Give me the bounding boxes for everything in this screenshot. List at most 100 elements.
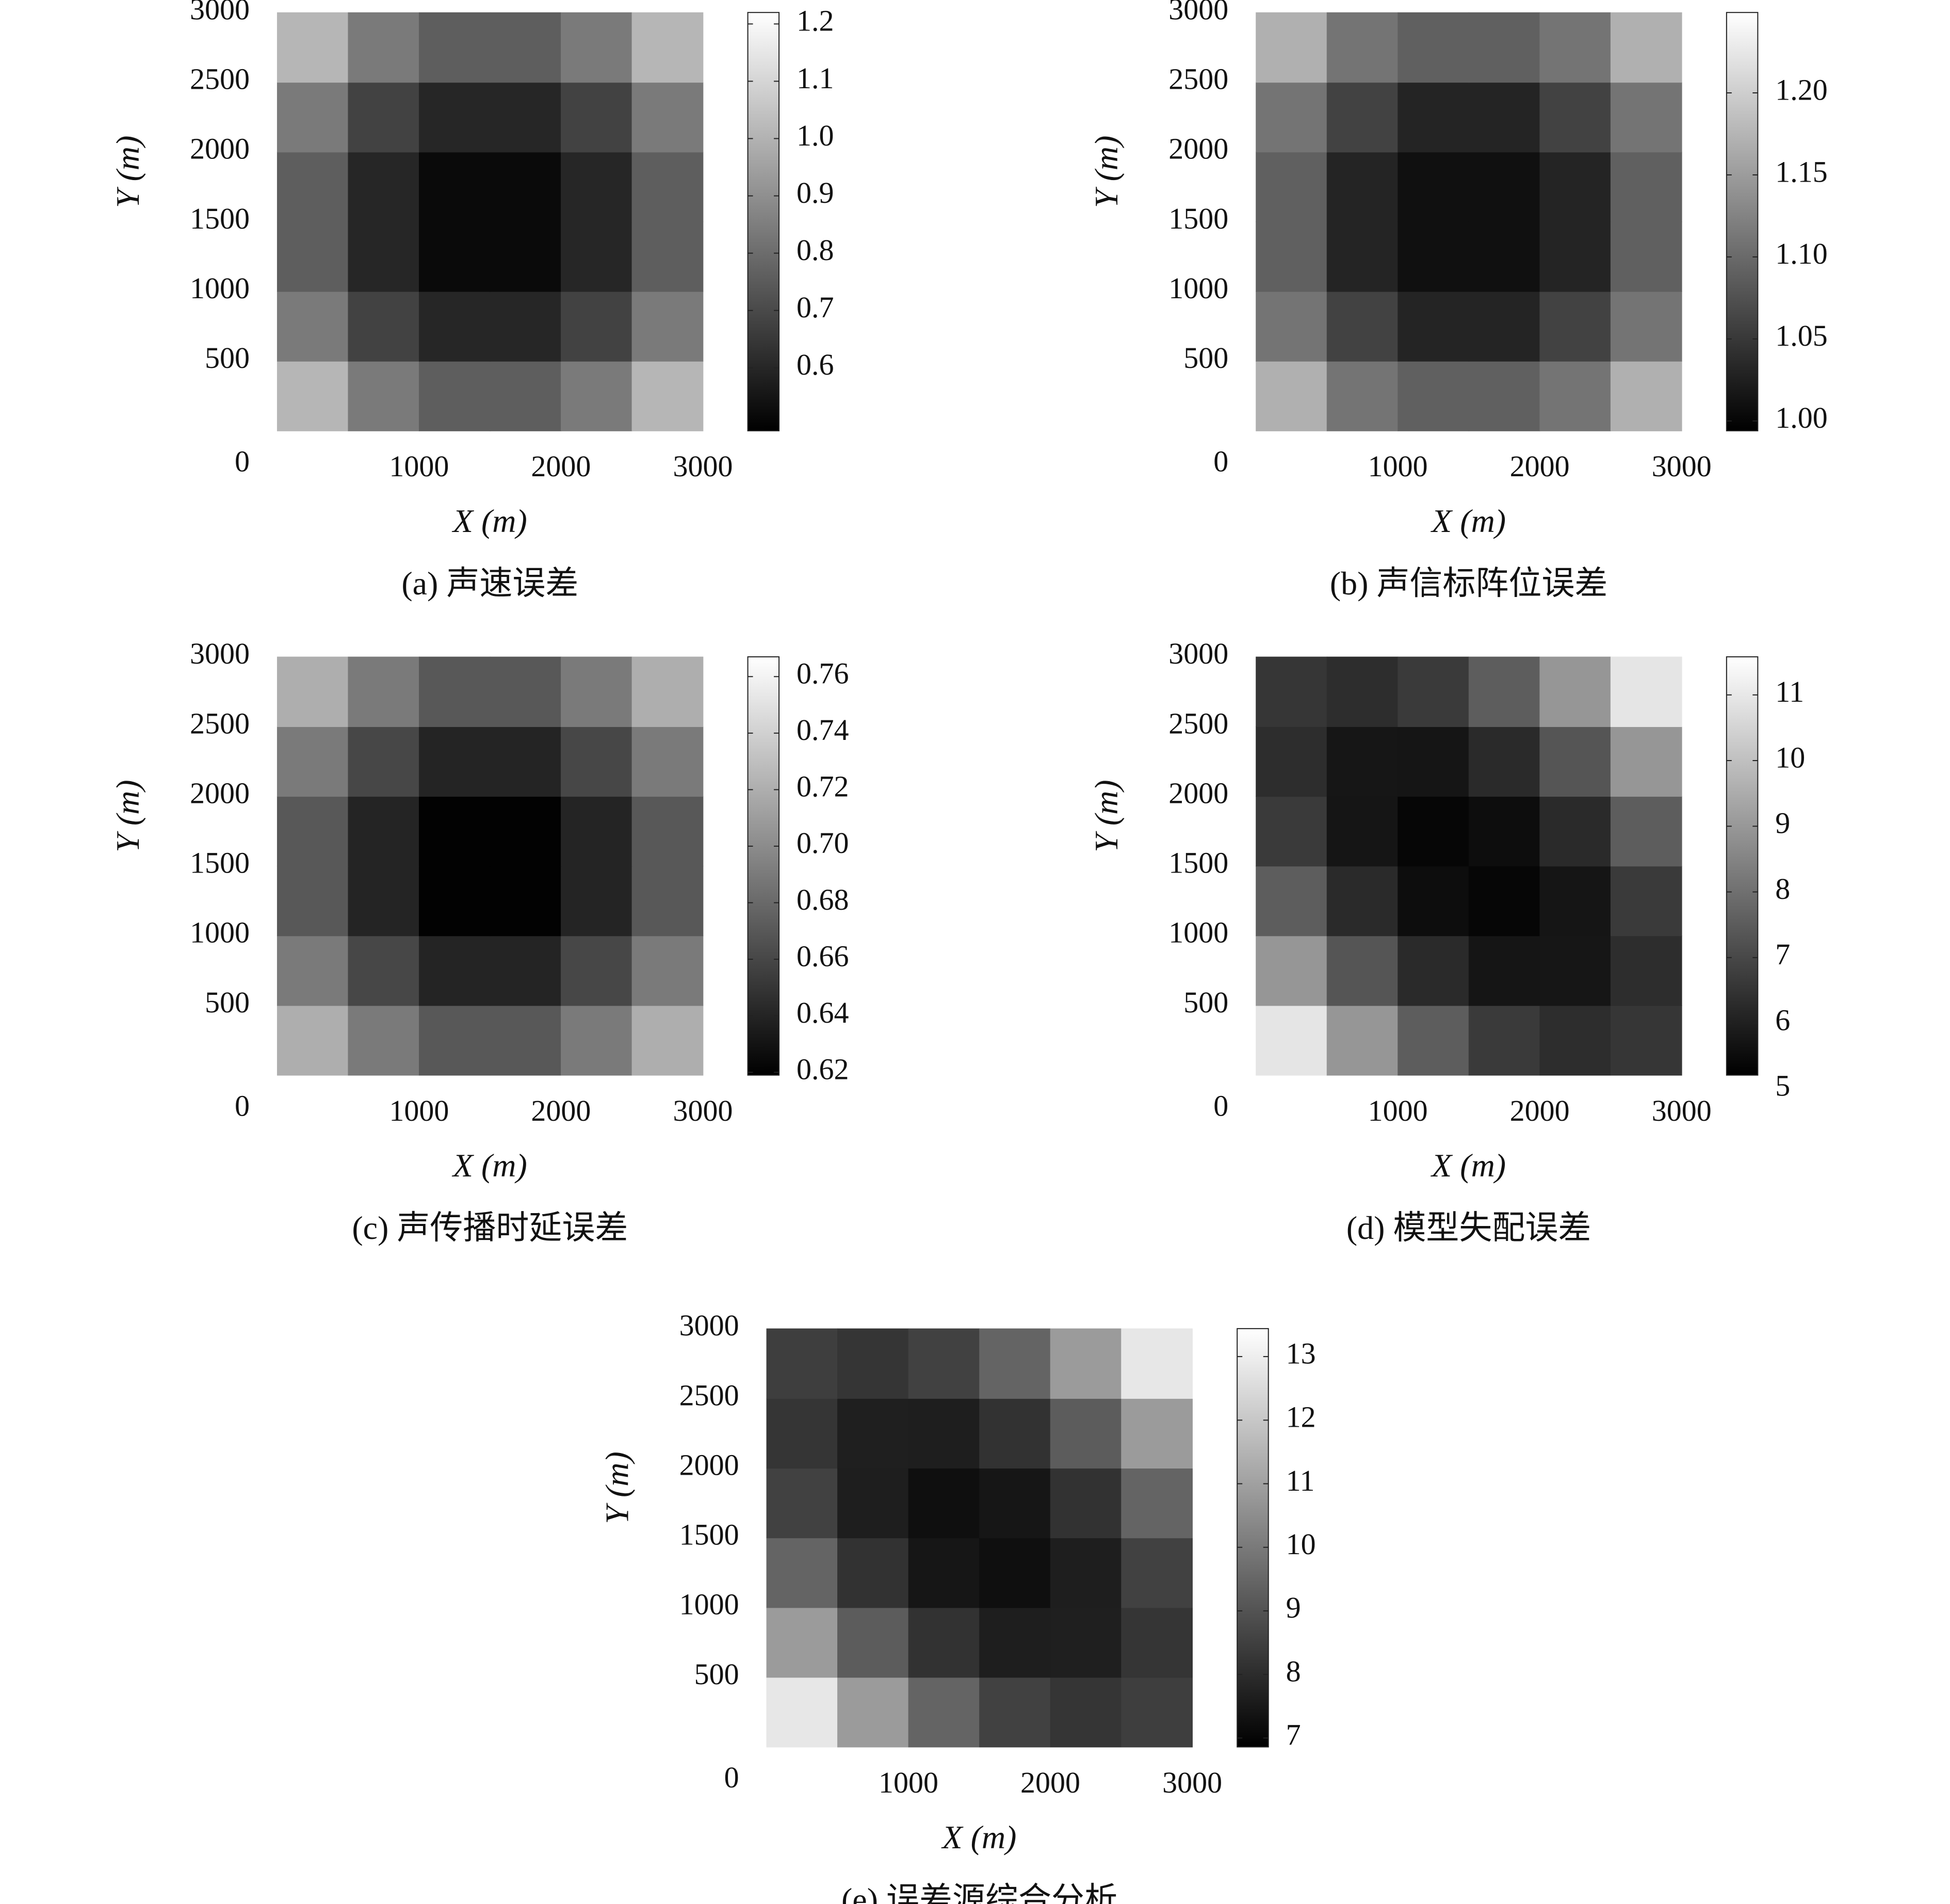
- heat-cell: [1468, 221, 1540, 292]
- y-tick-label: 2500: [679, 1378, 739, 1412]
- heat-cell: [419, 796, 491, 867]
- colorbar-tick-label: 1.0: [797, 119, 834, 152]
- caption: (d) 模型失配误差: [1346, 1209, 1591, 1246]
- heat-cell: [631, 656, 704, 727]
- heat-cell: [348, 1005, 420, 1076]
- heat-cell: [908, 1607, 980, 1678]
- heat-cell: [1468, 656, 1540, 727]
- heat-cell: [837, 1328, 909, 1399]
- x-tick-label: 0: [235, 1089, 250, 1122]
- heat-cell: [1256, 1005, 1327, 1076]
- heat-cell: [277, 221, 349, 292]
- x-tick-label: 3000: [673, 1094, 733, 1127]
- heat-cell: [1468, 796, 1540, 867]
- heat-cell: [561, 82, 632, 153]
- y-tick-label: 3000: [190, 637, 250, 670]
- heat-cell: [1121, 1398, 1193, 1469]
- heat-cell: [1326, 726, 1399, 797]
- y-axis-label: Y (m): [1088, 136, 1125, 208]
- colorbar-tick-label: 0.66: [797, 939, 849, 973]
- heat-cell: [1539, 935, 1612, 1006]
- x-axis-label: X (m): [941, 1819, 1017, 1855]
- y-tick-label: 1000: [190, 271, 250, 305]
- y-tick-label: 500: [205, 341, 250, 375]
- heat-cell: [1256, 291, 1327, 362]
- heat-cell: [277, 726, 349, 797]
- heat-cell: [631, 361, 704, 431]
- heat-cell: [1050, 1607, 1122, 1678]
- heat-cell: [1398, 221, 1470, 292]
- heat-cell: [1610, 865, 1682, 937]
- heat-cell: [1610, 12, 1682, 83]
- colorbar-tick-label: 0.8: [797, 233, 834, 267]
- heat-cell: [1256, 221, 1327, 292]
- heat-cell: [1539, 82, 1612, 153]
- heat-cell: [490, 291, 562, 362]
- colorbar-tick-label: 0.72: [797, 770, 849, 803]
- heat-cell: [419, 291, 491, 362]
- heat-cell: [631, 221, 704, 292]
- heat-cell: [1539, 361, 1612, 431]
- heat-cell: [1539, 865, 1612, 937]
- heat-cell: [1256, 796, 1327, 867]
- heat-cell: [766, 1467, 838, 1539]
- heat-cell: [1398, 1005, 1470, 1076]
- x-tick-label: 2000: [1510, 449, 1570, 483]
- heat-cell: [1256, 935, 1327, 1006]
- x-tick-label: 1000: [1368, 449, 1428, 483]
- y-tick-label: 3000: [190, 0, 250, 26]
- heat-cell: [277, 291, 349, 362]
- heat-cell: [1610, 726, 1682, 797]
- y-tick-label: 2500: [190, 62, 250, 96]
- heat-cell: [766, 1398, 838, 1469]
- colorbar-tick-label: 6: [1775, 1003, 1790, 1037]
- heat-cell: [1539, 291, 1612, 362]
- heat-cell: [561, 221, 632, 292]
- x-tick-label: 1000: [389, 449, 449, 483]
- heat-cell: [631, 726, 704, 797]
- heat-cell: [1539, 221, 1612, 292]
- heat-cell: [1326, 865, 1399, 937]
- y-tick-label: 1500: [1168, 202, 1228, 235]
- heat-cell: [631, 935, 704, 1006]
- heat-cell: [348, 82, 420, 153]
- colorbar: [1237, 1328, 1269, 1748]
- y-tick-label: 1000: [1168, 271, 1228, 305]
- colorbar-tick-label: 0.76: [797, 657, 849, 690]
- heat-cell: [1121, 1467, 1193, 1539]
- heat-cell: [631, 865, 704, 937]
- heat-cell: [766, 1328, 838, 1399]
- heat-cell: [1468, 82, 1540, 153]
- colorbar: [1726, 656, 1759, 1076]
- heat-cell: [348, 726, 420, 797]
- heat-cell: [837, 1537, 909, 1608]
- y-tick-label: 1000: [190, 916, 250, 949]
- heat-cell: [1121, 1328, 1193, 1399]
- heat-cell: [561, 12, 632, 83]
- heat-cell: [277, 82, 349, 153]
- heat-cell: [908, 1537, 980, 1608]
- heat-cell: [490, 361, 562, 431]
- heat-cell: [1610, 935, 1682, 1006]
- y-tick-label: 2000: [1168, 776, 1228, 810]
- y-tick-label: 2500: [1168, 62, 1228, 96]
- heat-cell: [837, 1398, 909, 1469]
- heat-cell: [490, 1005, 562, 1076]
- y-tick-label: 2000: [190, 776, 250, 810]
- heat-cell: [348, 291, 420, 362]
- colorbar-tick-label: 8: [1775, 872, 1790, 906]
- x-tick-label: 3000: [1652, 1094, 1712, 1127]
- heat-cell: [277, 656, 349, 727]
- heat-cell: [1398, 12, 1470, 83]
- y-tick-label: 2500: [1168, 706, 1228, 740]
- heat-cell: [419, 361, 491, 431]
- heat-cell: [837, 1607, 909, 1678]
- heat-cell: [561, 152, 632, 222]
- heat-cell: [1326, 152, 1399, 222]
- heat-cell: [631, 82, 704, 153]
- heat-cell: [1326, 12, 1399, 83]
- heat-cell: [1256, 656, 1327, 727]
- heat-cell: [1539, 152, 1612, 222]
- colorbar-tick-label: 0.74: [797, 713, 849, 747]
- caption: (e) 误差源综合分析: [841, 1881, 1117, 1904]
